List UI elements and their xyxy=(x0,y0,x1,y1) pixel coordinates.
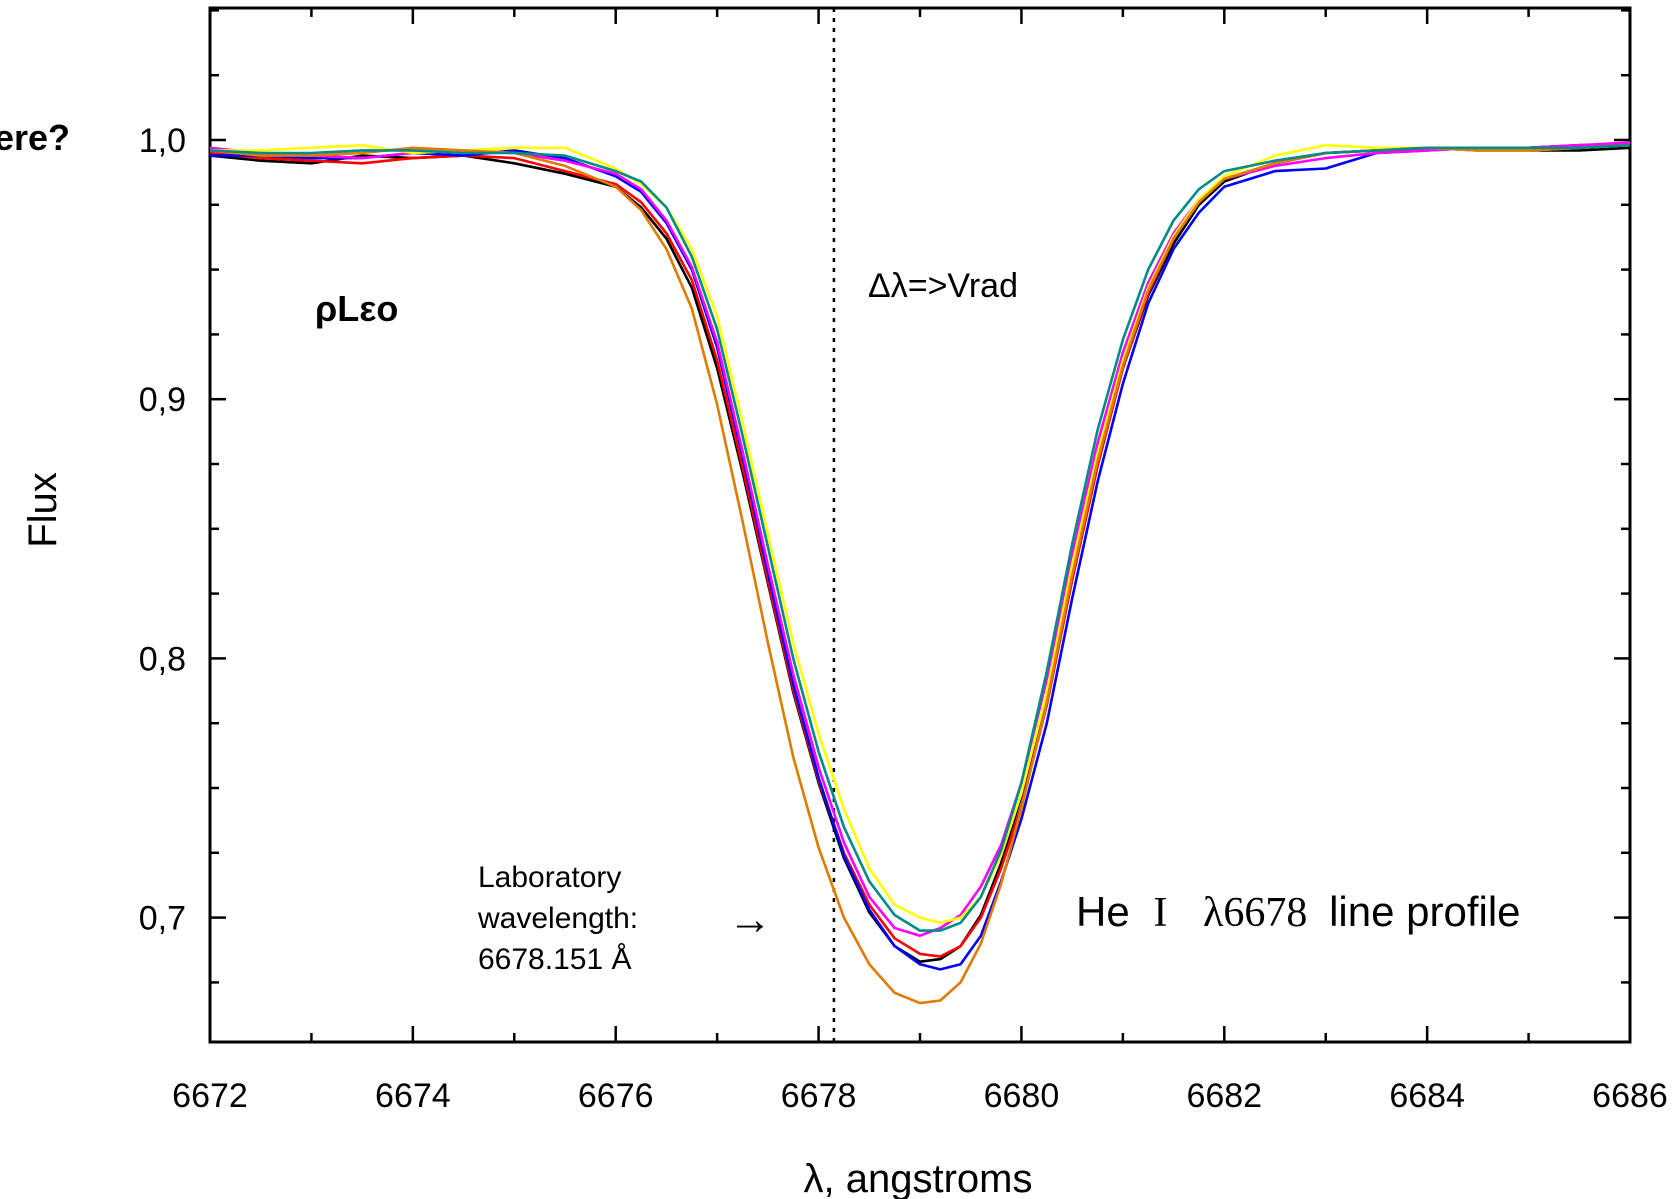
x-axis-title: λ, angstroms xyxy=(804,1157,1033,1199)
x-tick-labels: 6672 6674 6676 6678 6680 6682 6684 6686 xyxy=(172,1077,1668,1115)
arrow-right-icon: → xyxy=(728,895,772,944)
profile-lambda: λ6678 xyxy=(1203,890,1307,936)
x-tick-label: 6676 xyxy=(578,1077,654,1115)
x-tick-label: 6678 xyxy=(781,1077,857,1115)
star-name-label: ρLεο xyxy=(315,288,398,329)
axis-ticks xyxy=(208,8,1632,1042)
series-line-5 xyxy=(210,143,1631,925)
series-line-3 xyxy=(210,143,1630,971)
delta-lambda-label: Δλ=>Vrad xyxy=(868,267,1018,305)
line-profile-label: He I λ6678 line profile xyxy=(1076,888,1521,936)
x-tick-label: 6684 xyxy=(1389,1077,1465,1115)
x-tick-label: 6674 xyxy=(375,1077,451,1115)
y-tick-label: 0,7 xyxy=(139,900,186,938)
x-tick-label: 6682 xyxy=(1186,1077,1262,1115)
y-tick-label: 0,9 xyxy=(139,381,186,419)
profile-roman-numeral: I xyxy=(1153,890,1167,936)
y-axis-title: Flux xyxy=(21,472,65,548)
profile-rest: line profile xyxy=(1329,888,1520,935)
series-lines xyxy=(209,141,1631,1005)
lab-wavelength-line1: Laboratory xyxy=(478,861,621,894)
x-tick-label: 6680 xyxy=(984,1077,1060,1115)
profile-he: He xyxy=(1076,888,1130,935)
series-line-7 xyxy=(209,143,1631,932)
y-tick-label: 1,0 xyxy=(139,122,186,160)
x-tick-label: 6672 xyxy=(172,1077,248,1115)
series-line-6 xyxy=(209,143,1631,1005)
y-tick-labels: 0,7 0,8 0,9 1,0 xyxy=(139,122,186,938)
y-tick-label: 0,8 xyxy=(139,640,186,678)
x-tick-label: 6686 xyxy=(1592,1077,1668,1115)
plot-area xyxy=(208,6,1632,1044)
clipped-left-text: ere? xyxy=(0,117,70,158)
lab-wavelength-line3: 6678.151 Å xyxy=(478,943,631,976)
lab-wavelength-line2: wavelength: xyxy=(477,902,638,935)
